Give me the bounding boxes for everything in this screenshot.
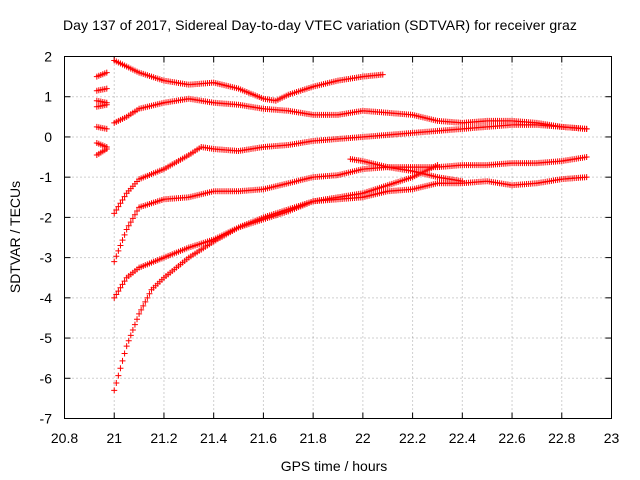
y-tick-label: -4 xyxy=(40,290,53,306)
x-tick-label: 21.6 xyxy=(250,430,277,446)
data-point-marker xyxy=(121,193,128,200)
data-point-marker xyxy=(142,298,149,305)
data-point-marker xyxy=(125,337,132,344)
data-point-marker xyxy=(119,237,126,244)
x-tick-label: 22.6 xyxy=(498,430,525,446)
x-tick-label: 21.8 xyxy=(300,430,327,446)
x-tick-label: 22.8 xyxy=(548,430,575,446)
x-tick-labels: 20.8 21 21.2 21.4 21.6 21.8 22 22.2 22.4 22.6 22.8… xyxy=(51,430,620,446)
data-point-marker xyxy=(115,203,122,210)
y-tick-label: -1 xyxy=(40,169,53,185)
data-point-marker xyxy=(113,253,120,260)
data-point-marker xyxy=(123,343,130,350)
axis-ticks xyxy=(64,56,612,419)
x-tick-label: 22.4 xyxy=(449,430,476,446)
series-sat-m xyxy=(93,139,110,150)
series-sat-h xyxy=(93,69,110,80)
data-point-marker xyxy=(119,196,126,203)
data-point-marker xyxy=(119,281,126,288)
x-tick-label: 21.2 xyxy=(150,430,177,446)
data-point-marker xyxy=(113,291,120,298)
data-point-marker xyxy=(103,69,110,76)
data-series xyxy=(93,57,590,394)
series-sat-f xyxy=(111,174,590,394)
y-axis-label: SDTVAR / TECUs xyxy=(7,181,23,293)
data-point-marker xyxy=(119,357,126,364)
y-tick-labels: 2 1 0 -1 -2 -3 -4 -5 -6 -7 xyxy=(40,49,53,427)
data-point-marker xyxy=(127,332,134,339)
data-point-marker xyxy=(129,327,136,334)
y-tick-label: -2 xyxy=(40,209,53,225)
y-tick-label: 0 xyxy=(44,129,52,145)
y-tick-label: 2 xyxy=(44,49,52,65)
data-point-marker xyxy=(121,231,128,238)
x-tick-label: 22 xyxy=(355,430,371,446)
data-point-marker xyxy=(583,125,590,132)
data-point-marker xyxy=(103,125,110,132)
data-point-marker xyxy=(117,242,124,249)
x-tick-label: 23 xyxy=(604,430,620,446)
data-point-marker xyxy=(146,290,153,297)
data-point-marker xyxy=(113,207,120,214)
data-point-marker xyxy=(144,294,151,301)
data-point-marker xyxy=(111,387,118,394)
data-point-marker xyxy=(117,365,124,372)
data-point-marker xyxy=(103,101,110,108)
data-point-marker xyxy=(103,85,110,92)
data-point-marker xyxy=(136,310,143,317)
series-sat-k xyxy=(93,101,110,110)
data-point-marker xyxy=(583,174,590,181)
data-point-marker xyxy=(113,379,120,386)
data-point-marker xyxy=(117,284,124,291)
data-point-marker xyxy=(115,288,122,295)
data-point-marker xyxy=(115,247,122,254)
series-sat-l xyxy=(93,123,110,132)
data-point-marker xyxy=(583,154,590,161)
data-point-marker xyxy=(134,316,141,323)
y-tick-label: -3 xyxy=(40,250,53,266)
y-tick-label: -6 xyxy=(40,370,53,386)
data-point-marker xyxy=(140,302,147,309)
data-point-marker xyxy=(121,278,128,285)
x-tick-label: 21.4 xyxy=(200,430,227,446)
data-point-marker xyxy=(111,294,118,301)
data-point-marker xyxy=(434,162,441,169)
data-point-marker xyxy=(459,178,466,185)
grid-lines xyxy=(64,56,612,419)
x-tick-label: 20.8 xyxy=(51,430,78,446)
x-axis-label: GPS time / hours xyxy=(281,458,388,474)
data-point-marker xyxy=(115,372,122,379)
chart-title: Day 137 of 2017, Sidereal Day-to-day VTE… xyxy=(62,17,578,33)
y-tick-label: -7 xyxy=(40,411,53,427)
x-tick-label: 22.2 xyxy=(399,430,426,446)
data-point-marker xyxy=(129,215,136,222)
series-sat-g xyxy=(347,156,466,185)
series-sat-b xyxy=(111,95,590,132)
data-point-marker xyxy=(127,219,134,226)
y-tick-label: 1 xyxy=(44,89,52,105)
data-point-marker xyxy=(125,222,132,229)
data-point-marker xyxy=(103,146,110,153)
data-point-marker xyxy=(131,211,138,218)
x-tick-label: 21 xyxy=(106,430,122,446)
data-point-marker xyxy=(117,200,124,207)
data-point-marker xyxy=(134,208,141,215)
data-point-marker xyxy=(121,350,128,357)
series-sat-c xyxy=(111,121,590,217)
series-sat-d xyxy=(111,154,590,265)
data-point-marker xyxy=(138,306,145,313)
y-tick-label: -5 xyxy=(40,330,53,346)
series-sat-n xyxy=(93,146,110,159)
data-point-marker xyxy=(379,71,386,78)
plot-frame xyxy=(64,56,612,419)
series-sat-a xyxy=(111,57,386,104)
data-point-marker xyxy=(111,210,118,217)
series-sat-i xyxy=(93,85,110,94)
data-point-marker xyxy=(131,321,138,328)
data-point-marker xyxy=(111,258,118,265)
data-point-marker xyxy=(123,226,130,233)
